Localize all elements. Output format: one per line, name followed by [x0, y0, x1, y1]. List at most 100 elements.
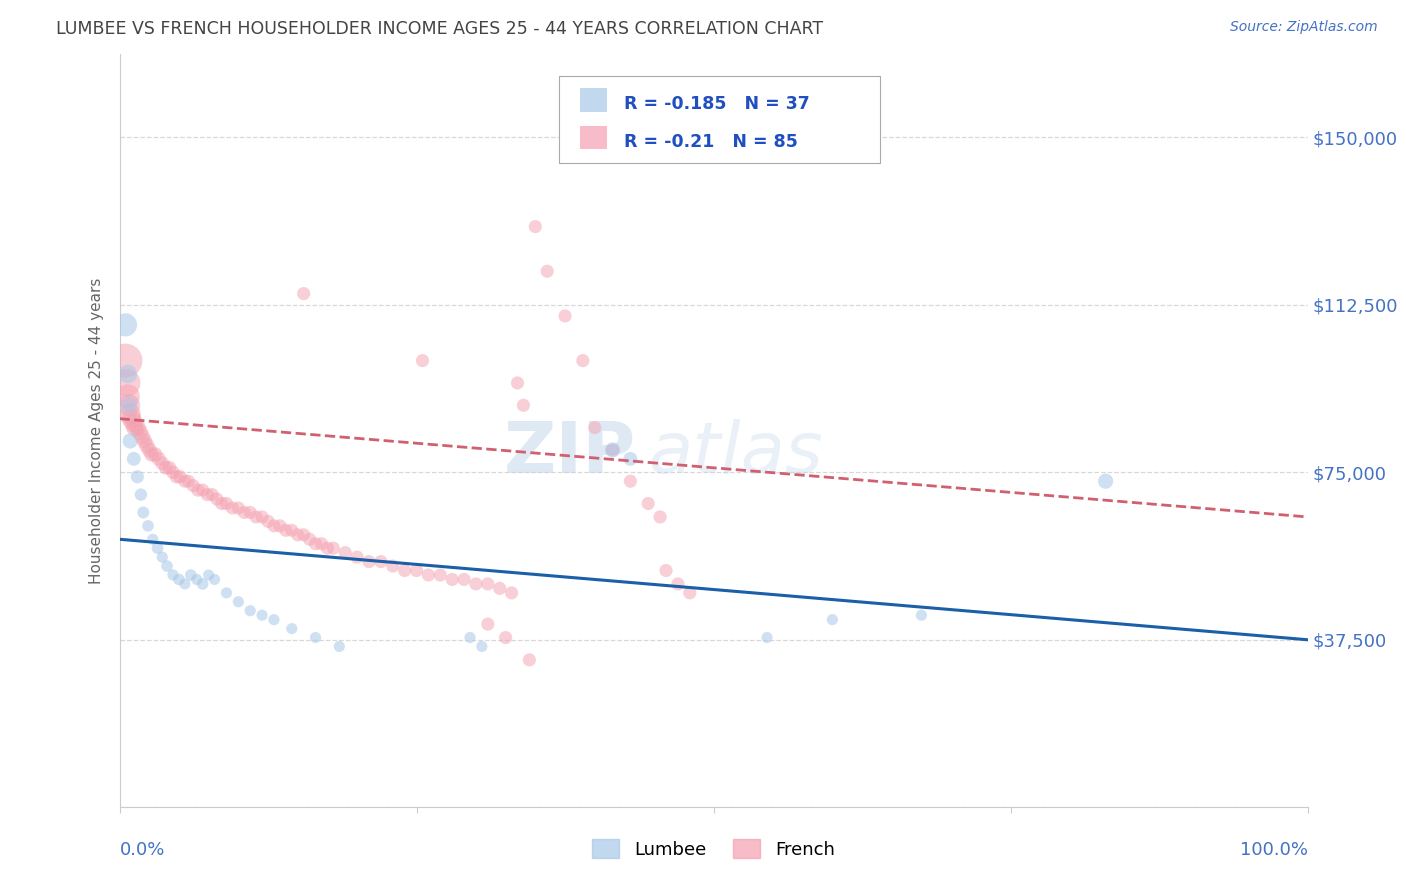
- Point: [572, 353, 595, 368]
- Point: [167, 573, 190, 587]
- Point: [263, 613, 285, 627]
- Point: [215, 496, 238, 510]
- Bar: [581, 88, 606, 112]
- Point: [335, 546, 357, 560]
- Point: [394, 564, 416, 578]
- Point: [250, 510, 273, 524]
- Point: [186, 573, 208, 587]
- Point: [138, 442, 160, 457]
- Text: R = -0.21   N = 85: R = -0.21 N = 85: [624, 133, 799, 151]
- Point: [381, 559, 404, 574]
- Point: [304, 537, 326, 551]
- Point: [239, 604, 262, 618]
- Point: [115, 376, 138, 390]
- Point: [637, 496, 659, 510]
- Point: [281, 524, 304, 538]
- Point: [150, 456, 173, 470]
- Text: LUMBEE VS FRENCH HOUSEHOLDER INCOME AGES 25 - 44 YEARS CORRELATION CHART: LUMBEE VS FRENCH HOUSEHOLDER INCOME AGES…: [56, 20, 824, 37]
- Point: [322, 541, 344, 556]
- Point: [263, 519, 285, 533]
- Point: [173, 577, 195, 591]
- Point: [187, 483, 209, 497]
- Point: [648, 510, 671, 524]
- Point: [245, 510, 267, 524]
- Point: [524, 219, 547, 234]
- Point: [536, 264, 558, 278]
- Text: Source: ZipAtlas.com: Source: ZipAtlas.com: [1230, 20, 1378, 34]
- Point: [117, 389, 139, 403]
- Legend: Lumbee, French: Lumbee, French: [585, 832, 842, 866]
- Point: [181, 478, 204, 492]
- Point: [211, 496, 233, 510]
- Point: [512, 398, 534, 412]
- Point: [287, 528, 309, 542]
- Point: [274, 524, 297, 538]
- Point: [821, 613, 844, 627]
- Point: [370, 555, 392, 569]
- Point: [197, 568, 219, 582]
- Point: [177, 474, 200, 488]
- Point: [257, 515, 280, 529]
- Point: [554, 309, 576, 323]
- Point: [127, 469, 149, 483]
- Point: [136, 519, 159, 533]
- Point: [250, 608, 273, 623]
- Point: [148, 451, 170, 466]
- Point: [157, 460, 180, 475]
- Point: [619, 474, 641, 488]
- Point: [120, 407, 142, 421]
- Point: [191, 577, 214, 591]
- Point: [143, 447, 166, 461]
- Point: [169, 469, 191, 483]
- Point: [215, 586, 238, 600]
- Point: [173, 474, 195, 488]
- Point: [477, 577, 499, 591]
- Point: [131, 429, 153, 443]
- Point: [298, 533, 321, 547]
- Point: [458, 631, 481, 645]
- Point: [124, 420, 146, 434]
- Point: [477, 617, 499, 632]
- Point: [239, 506, 262, 520]
- Text: 100.0%: 100.0%: [1240, 841, 1308, 859]
- Point: [114, 318, 136, 332]
- Point: [129, 487, 152, 501]
- Point: [471, 640, 494, 654]
- Point: [197, 487, 219, 501]
- Point: [441, 573, 464, 587]
- Point: [910, 608, 932, 623]
- Point: [292, 286, 315, 301]
- Point: [122, 451, 145, 466]
- Point: [128, 425, 150, 439]
- Point: [666, 577, 689, 591]
- Text: 0.0%: 0.0%: [120, 841, 165, 859]
- Point: [166, 469, 188, 483]
- Point: [1094, 474, 1116, 488]
- Point: [316, 541, 339, 556]
- Point: [602, 442, 624, 457]
- Point: [429, 568, 451, 582]
- Point: [495, 631, 517, 645]
- Point: [311, 537, 333, 551]
- Point: [756, 631, 779, 645]
- Point: [269, 519, 291, 533]
- Point: [135, 438, 157, 452]
- Point: [205, 491, 228, 506]
- Point: [228, 501, 250, 516]
- Point: [204, 573, 226, 587]
- Point: [488, 582, 510, 596]
- Point: [501, 586, 523, 600]
- Point: [602, 442, 624, 457]
- Point: [506, 376, 529, 390]
- Point: [679, 586, 702, 600]
- Point: [120, 434, 142, 448]
- Point: [583, 420, 606, 434]
- Text: atlas: atlas: [648, 418, 823, 488]
- Y-axis label: Householder Income Ages 25 - 44 years: Householder Income Ages 25 - 44 years: [89, 277, 104, 583]
- Point: [201, 487, 224, 501]
- Point: [122, 416, 145, 430]
- Point: [117, 367, 139, 381]
- Point: [162, 568, 184, 582]
- Point: [328, 640, 350, 654]
- Point: [150, 550, 173, 565]
